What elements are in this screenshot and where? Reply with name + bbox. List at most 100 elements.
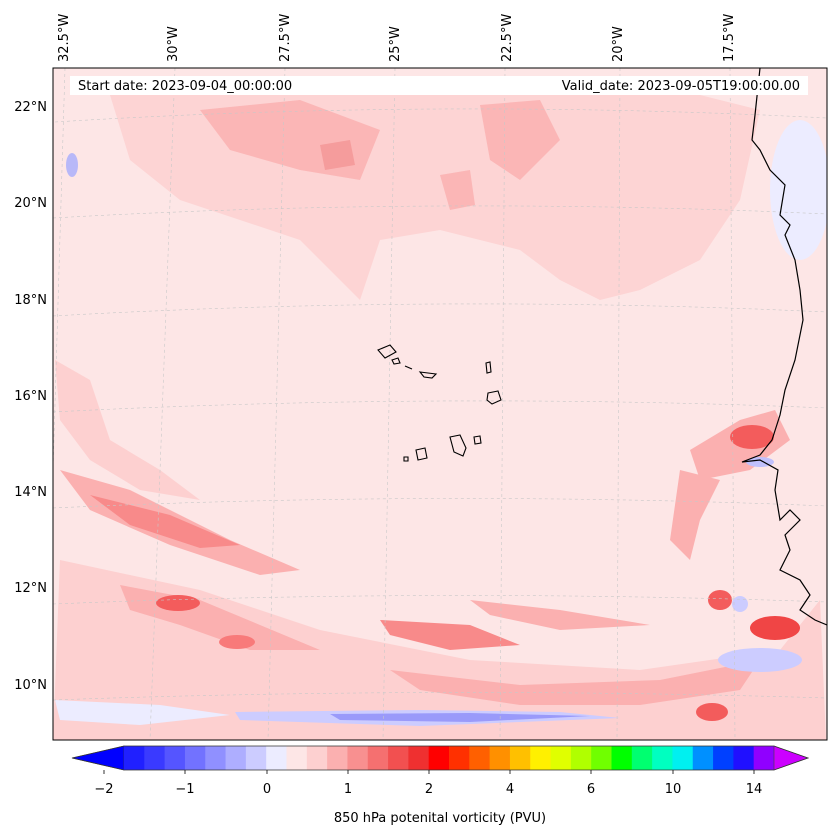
- colorbar-swatch: [449, 746, 470, 770]
- lat-label: 18°N: [14, 293, 47, 308]
- lon-label: 32.5°W: [57, 14, 72, 62]
- colorbar-swatch: [205, 746, 226, 770]
- pv-red-spot-se: [708, 590, 732, 610]
- pv-red-spot-se2: [750, 616, 800, 640]
- pv-mid-spot-north3: [480, 100, 560, 180]
- date-strip: [70, 76, 808, 95]
- pv-red-spot-east: [730, 425, 774, 449]
- lat-label: 12°N: [14, 581, 47, 596]
- pv-light-blue-sw: [55, 700, 230, 725]
- colorbar-tick: −1: [175, 782, 194, 797]
- island-santa-luzia: [404, 365, 413, 370]
- colorbar-tick: 2: [425, 782, 433, 797]
- colorbar-tick: −2: [94, 782, 113, 797]
- pv-red-spot-sw2: [219, 635, 255, 649]
- lon-label: 20°W: [611, 26, 626, 62]
- pv-blue-patch-se: [718, 648, 802, 672]
- colorbar-swatch: [672, 746, 694, 770]
- graticule: [53, 68, 827, 740]
- colorbar-arrow-right: [773, 745, 809, 771]
- lat-label: 22°N: [14, 100, 47, 115]
- lat-labels: 22°N 20°N 18°N 16°N 14°N 12°N 10°N: [14, 100, 47, 693]
- colorbar-swatch: [509, 746, 531, 770]
- pv-south-band-b: [380, 620, 520, 650]
- map-frame: [52, 67, 828, 741]
- colorbar-swatch: [408, 746, 430, 770]
- colorbar-swatch: [733, 746, 755, 770]
- coastline: [741, 68, 827, 626]
- colorbar-swatch: [225, 746, 247, 770]
- colorbar-swatch: [245, 746, 267, 770]
- pv-west-streak: [55, 360, 200, 500]
- colorbar-swatch: [753, 746, 775, 770]
- pv-blue-patch-se2: [732, 596, 748, 612]
- colorbar-swatch: [570, 746, 592, 770]
- island-brava: [403, 456, 409, 462]
- colorbar-swatch: [428, 746, 450, 770]
- lon-label: 30°W: [166, 26, 181, 62]
- pv-west-band-1-core: [90, 495, 240, 548]
- colorbar-swatch: [164, 746, 186, 770]
- colorbar-swatch: [611, 746, 633, 770]
- colorbar-label: 850 hPa potenital vorticity (PVU): [334, 811, 546, 826]
- colorbar-swatch: [347, 746, 369, 770]
- colorbar-tick: 6: [587, 782, 595, 797]
- lon-labels: 32.5°W 30°W 27.5°W 25°W 22.5°W 20°W 17.5…: [57, 14, 737, 62]
- colorbar-tick: 1: [344, 782, 352, 797]
- island-santiago: [449, 434, 467, 457]
- lon-label: 25°W: [388, 26, 403, 62]
- pv-red-spot-sw: [156, 595, 200, 611]
- colorbar-swatch: [591, 746, 612, 770]
- island-santo-antao: [377, 344, 397, 359]
- island-sao-nicolau: [418, 371, 438, 379]
- pv-blue-band-south-core: [330, 713, 590, 722]
- lon-label: 27.5°W: [278, 14, 293, 62]
- pv-mid-spot-north2: [440, 170, 475, 210]
- colorbar-swatch: [550, 746, 572, 770]
- colorbar-swatch: [388, 746, 409, 770]
- colorbar-swatch: [266, 746, 287, 770]
- colorbar-arrow-left: [71, 745, 125, 771]
- colorbar-swatch: [631, 746, 653, 770]
- pv-south-band-c: [470, 600, 650, 630]
- colorbar-swatch: [144, 746, 166, 770]
- lat-label: 10°N: [14, 678, 47, 693]
- island-maio: [473, 435, 482, 445]
- lat-label: 20°N: [14, 196, 47, 211]
- colorbar-swatch: [713, 746, 734, 770]
- colorbar-swatch: [692, 746, 714, 770]
- start-date-label: Start date: 2023-09-04_00:00:00: [78, 79, 292, 94]
- island-fogo: [415, 447, 428, 461]
- colorbar-swatch: [469, 746, 491, 770]
- colorbar-swatch: [327, 746, 348, 770]
- island-boa-vista: [486, 390, 502, 405]
- islands: [377, 344, 502, 462]
- valid-date-label: Valid_date: 2023-09-05T19:00:00.00: [562, 79, 800, 94]
- colorbar-tick: 4: [506, 782, 514, 797]
- pv-red-spot-north: [320, 140, 355, 170]
- island-sal: [485, 361, 492, 374]
- colorbar-swatch: [286, 746, 308, 770]
- pv-blue-region-ne: [770, 120, 827, 260]
- colorbar-tick: 10: [665, 782, 682, 797]
- lon-label: 22.5°W: [500, 14, 515, 62]
- pv-east-streak: [670, 470, 720, 560]
- colorbar-swatch: [184, 746, 206, 770]
- colorbar-swatch: [530, 746, 551, 770]
- lon-label: 17.5°W: [722, 14, 737, 62]
- island-sao-vicente: [391, 357, 401, 365]
- colorbar-swatch: [124, 746, 145, 770]
- colorbar-tick: 0: [263, 782, 271, 797]
- colorbar-swatch: [652, 746, 673, 770]
- lat-label: 16°N: [14, 389, 47, 404]
- colorbar: [71, 745, 810, 774]
- map-panel: Start date: 2023-09-04_00:00:00 Valid_da…: [53, 68, 827, 740]
- pv-red-spot-south-east: [696, 703, 728, 721]
- colorbar-swatch: [489, 746, 511, 770]
- colorbar-swatch: [367, 746, 389, 770]
- colorbar-swatch: [306, 746, 328, 770]
- lat-label: 14°N: [14, 485, 47, 500]
- colorbar-tick: 14: [746, 782, 763, 797]
